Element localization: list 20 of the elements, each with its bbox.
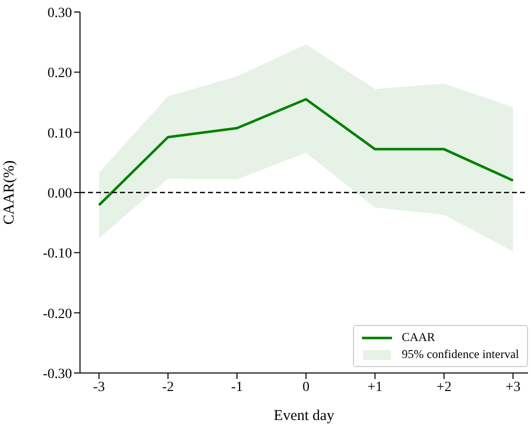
- x-tick-label: -3: [93, 380, 105, 395]
- x-tick-label: +3: [506, 380, 520, 395]
- y-tick-label: 0.30: [48, 6, 72, 21]
- x-tick-label: +2: [436, 380, 452, 395]
- x-tick-label: -2: [162, 380, 174, 395]
- y-axis-title: CAAR(%): [1, 160, 18, 225]
- x-tick-label: +1: [368, 380, 382, 395]
- y-tick-label: 0.10: [48, 126, 72, 142]
- y-tick-label: -0.30: [42, 366, 72, 382]
- x-tick-label: -1: [231, 380, 243, 395]
- line-series: [98, 98, 514, 206]
- x-tick-label: 0: [302, 380, 310, 395]
- y-tick-label: -0.20: [42, 306, 72, 322]
- annotation: 95% confidence interval: [402, 347, 519, 362]
- y-tick-label: 0.20: [48, 66, 72, 82]
- legend-label: CAAR: [402, 330, 436, 345]
- y-tick-label: 0.00: [48, 186, 72, 202]
- x-axis-title: Event day: [274, 408, 335, 424]
- y-tick-label: -0.10: [42, 246, 72, 262]
- legend: CAAR 95% confidence interval: [352, 325, 528, 367]
